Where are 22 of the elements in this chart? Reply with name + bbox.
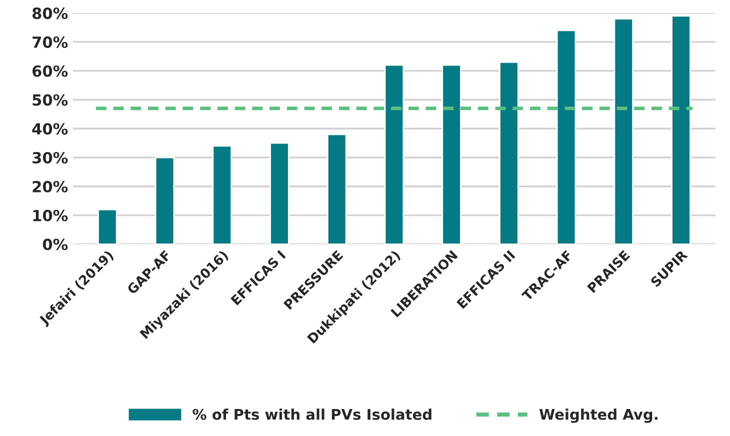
bar xyxy=(212,145,232,244)
bar xyxy=(442,64,462,244)
y-tick-label: 0% xyxy=(42,238,68,250)
y-tick-label: 10% xyxy=(33,210,68,222)
y-tick-label: 60% xyxy=(32,65,68,77)
bar xyxy=(556,30,576,244)
y-tick-label: 80% xyxy=(32,8,68,20)
bar xyxy=(384,64,404,244)
y-tick-label: 20% xyxy=(32,180,68,192)
y-tick-label: 30% xyxy=(32,152,68,164)
bar xyxy=(270,142,290,244)
legend-label: Weighted Avg. xyxy=(539,408,658,423)
legend-label: % of Pts with all PVs Isolated xyxy=(192,408,432,420)
bar xyxy=(98,208,118,244)
bar xyxy=(499,61,519,244)
y-tick-label: 50% xyxy=(32,94,68,106)
y-tick-label: 40% xyxy=(32,123,68,135)
bar xyxy=(326,134,347,244)
bar xyxy=(154,156,175,244)
bar xyxy=(614,18,634,244)
y-tick-label: 70% xyxy=(32,36,68,48)
bar xyxy=(671,15,691,244)
